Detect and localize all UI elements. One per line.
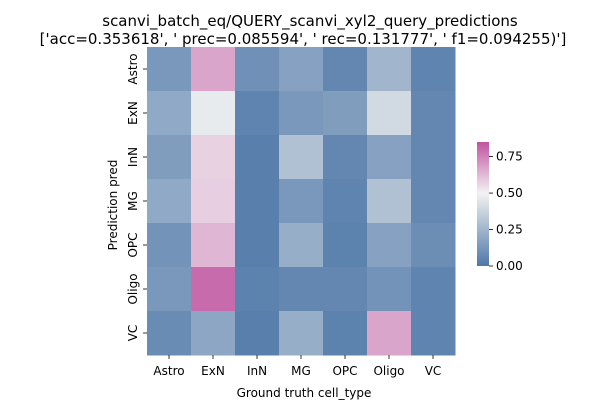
- heatmap-cell: [367, 47, 412, 92]
- x-tick-label: OPC: [332, 364, 357, 378]
- heatmap-cell: [191, 91, 236, 136]
- colorbar-tick-label: 0.50: [496, 186, 523, 200]
- colorbar: [477, 142, 489, 266]
- heatmap-cell: [147, 179, 192, 224]
- colorbar-tick-label: 0.25: [496, 223, 523, 237]
- heatmap-cell: [323, 267, 368, 312]
- heatmap-cell: [411, 135, 456, 180]
- y-axis-label: Prediction pred: [106, 160, 120, 251]
- heatmap-cell: [367, 91, 412, 136]
- x-tick-label: ExN: [201, 364, 225, 378]
- heatmap-cell: [323, 223, 368, 268]
- y-axis: Astro ExN InN MG OPC Oligo VC: [126, 53, 147, 341]
- heatmap-cell: [367, 179, 412, 224]
- x-tick-label: MG: [291, 364, 311, 378]
- heatmap-cell: [411, 91, 456, 136]
- x-tick-label: Oligo: [373, 364, 404, 378]
- heatmap-cell: [147, 135, 192, 180]
- heatmap-cell: [279, 91, 324, 136]
- heatmap-cell: [191, 179, 236, 224]
- chart-title: scanvi_batch_eq/QUERY_scanvi_xyl2_query_…: [102, 12, 518, 31]
- y-tick-label: Astro: [126, 53, 140, 84]
- y-tick-label: MG: [126, 191, 140, 211]
- x-axis-label: Ground truth cell_type: [237, 386, 372, 400]
- heatmap-cell: [323, 135, 368, 180]
- heatmap-cell: [147, 267, 192, 312]
- heatmap-cells: [147, 47, 456, 356]
- heatmap-cell: [147, 223, 192, 268]
- heatmap-cell: [191, 135, 236, 180]
- x-tick-label: VC: [425, 364, 442, 378]
- heatmap-cell: [235, 223, 280, 268]
- heatmap-cell: [279, 179, 324, 224]
- heatmap-cell: [279, 267, 324, 312]
- heatmap-cell: [235, 311, 280, 356]
- heatmap-cell: [323, 311, 368, 356]
- heatmap-cell: [191, 311, 236, 356]
- heatmap-cell: [323, 91, 368, 136]
- heatmap-cell: [367, 135, 412, 180]
- heatmap-cell: [323, 47, 368, 92]
- heatmap-cell: [279, 47, 324, 92]
- heatmap-cell: [191, 223, 236, 268]
- heatmap-cell: [191, 267, 236, 312]
- heatmap-cell: [279, 135, 324, 180]
- heatmap-cell: [235, 91, 280, 136]
- heatmap-cell: [279, 223, 324, 268]
- colorbar-tick-label: 0.75: [496, 150, 523, 164]
- heatmap-cell: [191, 47, 236, 92]
- colorbar-tick-label: 0.00: [496, 259, 523, 273]
- heatmap-cell: [235, 47, 280, 92]
- heatmap-cell: [235, 179, 280, 224]
- heatmap-cell: [147, 311, 192, 356]
- heatmap-cell: [411, 311, 456, 356]
- heatmap-cell: [147, 91, 192, 136]
- heatmap-cell: [279, 311, 324, 356]
- y-tick-label: InN: [126, 147, 140, 167]
- x-tick-label: InN: [247, 364, 267, 378]
- heatmap-cell: [367, 223, 412, 268]
- y-tick-label: OPC: [126, 232, 140, 257]
- heatmap-cell: [411, 179, 456, 224]
- y-tick-label: ExN: [126, 101, 140, 125]
- heatmap-cell: [411, 267, 456, 312]
- y-tick-label: Oligo: [126, 273, 140, 304]
- heatmap-cell: [367, 267, 412, 312]
- colorbar-ticks: 0.00 0.25 0.50 0.75: [489, 150, 523, 273]
- heatmap-cell: [411, 223, 456, 268]
- heatmap-cell: [323, 179, 368, 224]
- chart-subtitle: ['acc=0.353618', ' prec=0.085594', ' rec…: [40, 30, 567, 48]
- heatmap-cell: [147, 47, 192, 92]
- heatmap-cell: [367, 311, 412, 356]
- x-axis: Astro ExN InN MG OPC Oligo VC: [153, 355, 441, 378]
- x-tick-label: Astro: [153, 364, 184, 378]
- heatmap-cell: [235, 267, 280, 312]
- y-tick-label: VC: [126, 325, 140, 342]
- heatmap-cell: [235, 135, 280, 180]
- heatmap-cell: [411, 47, 456, 92]
